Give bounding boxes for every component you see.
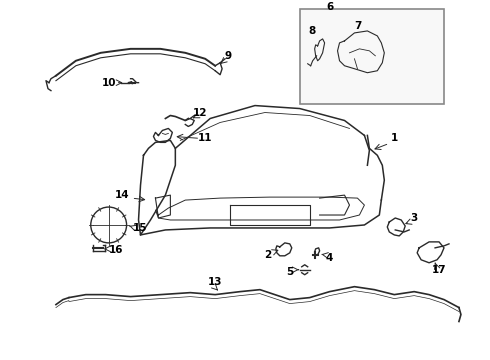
Text: 5: 5 [286, 267, 294, 277]
Text: 15: 15 [133, 223, 148, 233]
Text: 2: 2 [264, 250, 271, 260]
Text: 17: 17 [432, 265, 446, 275]
Text: 10: 10 [101, 78, 116, 88]
Text: 16: 16 [108, 245, 123, 255]
Text: 9: 9 [224, 51, 232, 61]
Text: 6: 6 [326, 2, 333, 12]
Text: 14: 14 [115, 190, 130, 200]
Text: 1: 1 [391, 134, 398, 143]
Text: 12: 12 [193, 108, 207, 117]
Text: 3: 3 [411, 213, 418, 223]
Text: 13: 13 [208, 277, 222, 287]
Text: 8: 8 [308, 26, 315, 36]
Text: 11: 11 [198, 134, 213, 143]
Text: 7: 7 [354, 21, 361, 31]
Bar [300, 9, 444, 104]
Text: 4: 4 [326, 253, 333, 263]
